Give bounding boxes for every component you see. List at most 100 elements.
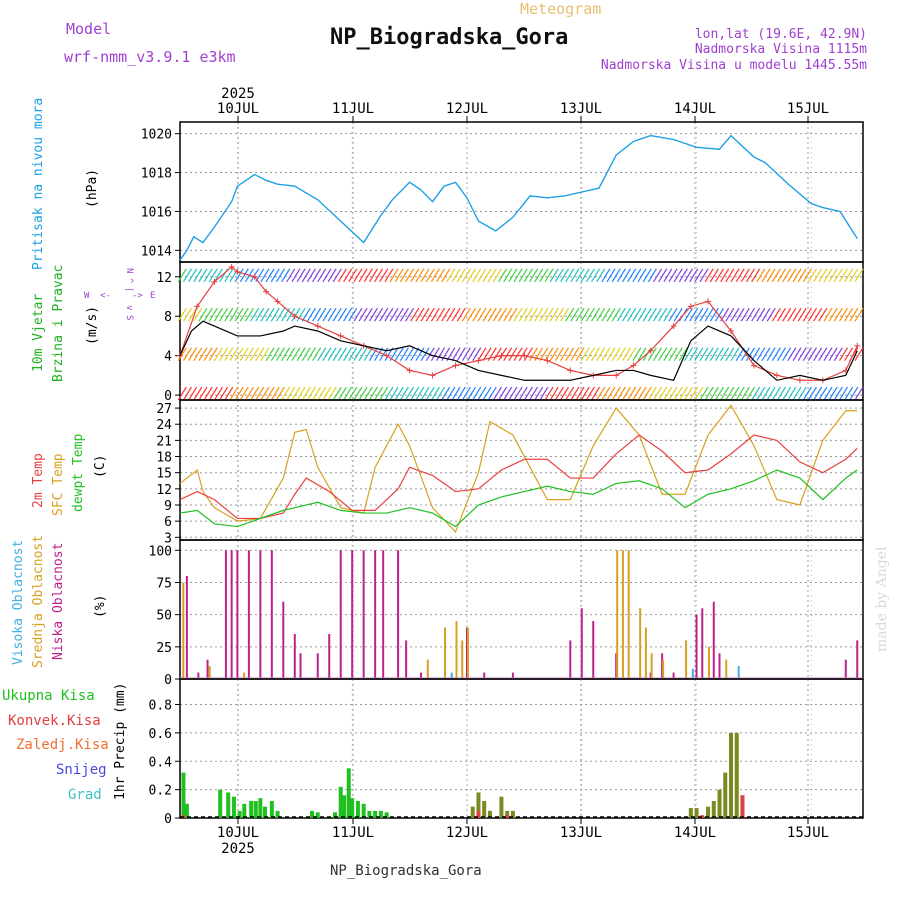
wind-barb	[322, 386, 332, 401]
wind-barb	[508, 347, 518, 361]
wind-barb	[239, 386, 249, 401]
wind-barb	[306, 347, 316, 361]
wind-barb	[312, 268, 322, 283]
wind-barb	[554, 307, 564, 322]
wind-barb	[482, 347, 492, 361]
wind-gust-marker	[452, 362, 459, 369]
y-tick-label: 1020	[141, 128, 172, 143]
wind-barb	[198, 386, 208, 401]
wind-barb	[436, 347, 446, 361]
wind-barb	[616, 347, 626, 361]
wind-barb	[673, 386, 683, 401]
precip-bar	[237, 810, 242, 818]
wind-barb	[203, 307, 213, 322]
wind-barb	[544, 386, 554, 401]
precip-bar	[378, 810, 383, 818]
wind-barb	[694, 386, 704, 401]
wind-barb	[312, 347, 322, 361]
wind-barb	[709, 307, 719, 322]
wind-barb	[730, 268, 740, 283]
wind-barb-row	[177, 386, 864, 401]
wind-barb	[802, 307, 812, 322]
wind-barb	[622, 386, 632, 401]
wind-barb	[301, 268, 311, 283]
wind-barb	[575, 307, 585, 322]
wind-barb	[296, 307, 306, 322]
y-tick-label: 75	[156, 576, 172, 591]
y-tick-label: 24	[156, 418, 172, 433]
bottom-date-label: 11JUL	[332, 825, 374, 841]
wind-barb	[358, 307, 368, 322]
wind-barb	[472, 268, 482, 283]
wind-barb	[771, 347, 781, 361]
wind-barb	[549, 347, 559, 361]
y-tick-label: 15	[156, 467, 172, 482]
wind-barb	[182, 347, 192, 361]
wind-barb	[461, 307, 471, 322]
model-elevation-text: Nadmorska Visina u modelu 1445.55m	[601, 58, 867, 73]
wind-barb	[322, 268, 332, 283]
bottom-date-label: 10JUL	[217, 825, 259, 841]
wind-barb	[591, 386, 601, 401]
wind-barb	[591, 268, 601, 283]
wind-barb	[751, 347, 761, 361]
wind-barb	[606, 347, 616, 361]
wind-barb	[265, 386, 275, 401]
sfc-temp-line	[179, 404, 858, 534]
wind-barb	[322, 347, 332, 361]
wind-gust-marker	[263, 288, 270, 295]
wind-barb	[828, 386, 838, 401]
wind-barb	[467, 268, 477, 283]
precip-bar	[355, 800, 360, 818]
wind-barb	[374, 268, 384, 283]
wind-barb	[394, 386, 404, 401]
wind-barb	[518, 307, 528, 322]
wind-barb	[420, 386, 430, 401]
wind-barb	[529, 347, 539, 361]
wind-barb	[467, 307, 477, 322]
precip-bar	[258, 798, 263, 818]
wind-barb	[570, 347, 580, 361]
wind-barb	[627, 268, 637, 283]
wind-barb	[332, 386, 342, 401]
wind-barb	[301, 347, 311, 361]
wind-barb	[735, 307, 745, 322]
wind-barb	[337, 307, 347, 322]
precip-bar	[482, 800, 487, 818]
precip-bar	[231, 796, 236, 818]
wind-barb	[260, 347, 270, 361]
y-tick-label: 1014	[141, 244, 172, 259]
wind-barb	[177, 307, 187, 322]
wind-gust-marker	[687, 303, 694, 310]
wind-barb	[467, 386, 477, 401]
wind-barb	[384, 386, 394, 401]
wind-barb	[637, 307, 647, 322]
precip-bar	[487, 810, 492, 818]
wind-barb	[565, 386, 575, 401]
precip-bar	[361, 803, 366, 818]
wind-title2: Brzina i Pravac	[51, 265, 66, 382]
wind-barb	[203, 347, 213, 361]
wind-barb	[554, 386, 564, 401]
wind-barb	[833, 268, 843, 283]
wind-barb	[776, 268, 787, 283]
wind-barb	[658, 268, 668, 283]
wind-barb	[487, 307, 497, 322]
precip-bar	[332, 812, 337, 818]
wind-gust-marker	[406, 367, 413, 374]
wind-barb	[549, 386, 559, 401]
wind-barb	[358, 386, 368, 401]
wind-barb	[368, 268, 378, 283]
wind-barb	[761, 307, 771, 322]
wind-barb	[838, 268, 848, 283]
y-tick-label: 0	[164, 389, 172, 404]
wind-barb	[188, 386, 198, 401]
wind-gust-marker	[854, 342, 861, 349]
wind-barb	[270, 386, 280, 401]
wind-barb	[291, 307, 301, 322]
wind-barb	[312, 307, 322, 322]
wind-barb	[343, 268, 353, 283]
wind-barb	[513, 268, 523, 283]
wind-barb	[219, 307, 229, 322]
